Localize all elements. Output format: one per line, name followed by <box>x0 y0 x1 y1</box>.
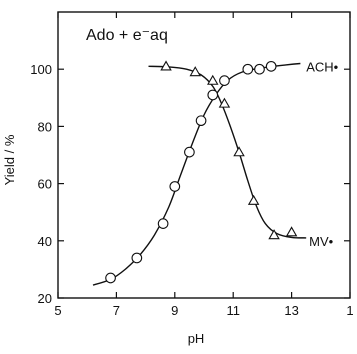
y-tick-label: 80 <box>38 119 52 134</box>
y-tick-label: 100 <box>30 62 52 77</box>
mv-data-point <box>285 226 298 237</box>
x-tick-label: 9 <box>171 303 178 318</box>
x-tick-label: 11 <box>226 303 240 318</box>
ach-data-point <box>169 181 181 192</box>
ach-data-point <box>184 146 195 158</box>
mv-data-point <box>233 146 245 157</box>
mv-data-point <box>218 97 231 108</box>
data-points <box>105 60 298 284</box>
mv-fit-curve <box>148 65 307 239</box>
ach-data-point <box>207 89 219 101</box>
x-tick-label: 5 <box>54 303 61 318</box>
mv-data-point <box>160 60 172 71</box>
fitted-curves <box>92 62 307 286</box>
x-axis-label: pH <box>188 331 205 346</box>
annotations: ACH• MV• <box>306 59 338 248</box>
ach-data-point <box>254 63 265 75</box>
chart-title: Ado + e⁻aq <box>86 27 168 44</box>
y-tick-label: 60 <box>38 177 52 192</box>
ach-data-point <box>195 115 207 127</box>
ach-data-point <box>157 218 169 229</box>
x-tick-label: 13 <box>284 303 298 318</box>
series-label: MV• <box>309 234 334 249</box>
x-tick-label: 7 <box>113 303 120 318</box>
ach-data-point <box>131 252 143 264</box>
ach-fit-curve <box>92 62 301 286</box>
mv-data-point <box>189 66 201 77</box>
y-tick-label: 20 <box>38 291 52 306</box>
mv-data-point <box>247 194 260 205</box>
y-tick-label: 40 <box>38 234 52 249</box>
axis-ticks: 5 7 9 11 13 1 20 40 60 80 100 <box>30 12 354 318</box>
ach-data-point <box>219 75 230 86</box>
ach-data-point <box>242 63 254 75</box>
ach-data-point <box>105 272 116 284</box>
ach-data-point <box>265 60 277 72</box>
mv-data-point <box>268 229 280 240</box>
x-tick-label: 1 <box>346 303 353 318</box>
y-axis-label: Yield / % <box>2 134 17 185</box>
plot-frame <box>57 11 351 299</box>
mv-data-point <box>207 74 219 85</box>
series-label: ACH• <box>306 59 338 74</box>
